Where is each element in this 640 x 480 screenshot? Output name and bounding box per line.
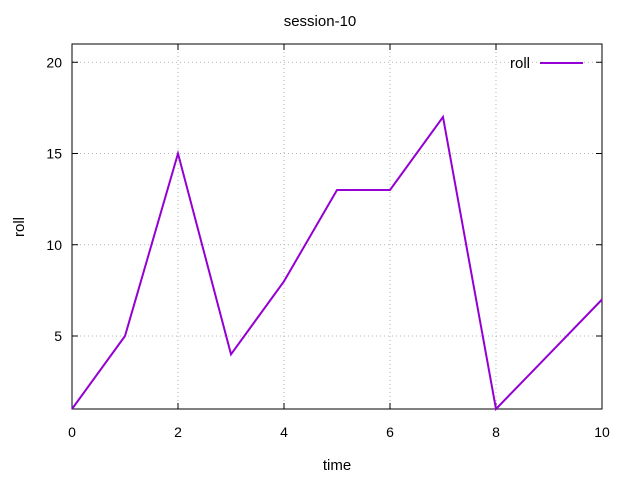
series-lines bbox=[71, 114, 603, 412]
x-tick-label: 0 bbox=[68, 424, 76, 440]
x-tick-label: 2 bbox=[174, 424, 182, 440]
y-tick-label: 20 bbox=[46, 54, 62, 70]
legend: roll bbox=[510, 55, 583, 72]
plot-frame bbox=[71, 43, 603, 410]
y-tick-labels: 5 10 15 20 bbox=[46, 54, 62, 344]
x-axis-title: time bbox=[323, 457, 351, 474]
y-tick-label: 15 bbox=[46, 146, 62, 162]
y-tick-label: 10 bbox=[46, 237, 62, 253]
axis-ticks bbox=[71, 44, 603, 409]
x-tick-labels: 0 2 4 6 8 10 bbox=[68, 424, 610, 440]
x-tick-label: 6 bbox=[386, 424, 394, 440]
x-tick-label: 4 bbox=[280, 424, 288, 440]
legend-label: roll bbox=[510, 55, 530, 72]
series-line-roll bbox=[71, 114, 603, 412]
y-axis-title: roll bbox=[11, 217, 28, 237]
chart-title: session-10 bbox=[284, 13, 357, 30]
x-tick-label: 8 bbox=[492, 424, 500, 440]
x-tick-label: 10 bbox=[594, 424, 610, 440]
grid-lines bbox=[72, 44, 602, 409]
y-tick-label: 5 bbox=[54, 328, 62, 344]
